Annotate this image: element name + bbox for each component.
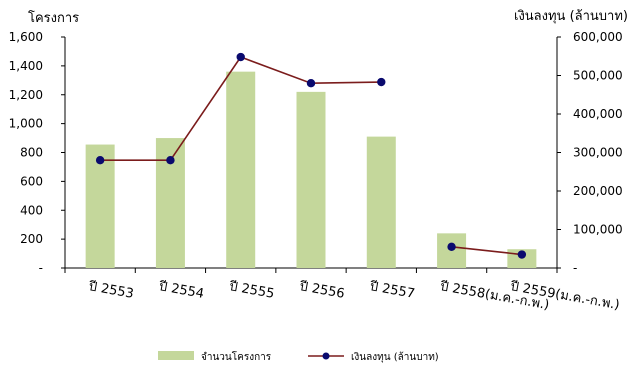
left-tick-label: 1,400	[9, 59, 43, 73]
line-point	[377, 77, 386, 87]
right-tick-label: 400,000	[573, 107, 623, 121]
left-tick-label: 600	[20, 174, 43, 188]
x-tick-label: ปี 2557	[368, 278, 417, 302]
line-point	[447, 242, 456, 252]
left-tick-label: 1,200	[9, 88, 43, 102]
bar-series	[85, 71, 537, 269]
left-tick-label: 1,600	[9, 30, 43, 44]
line-series	[95, 52, 527, 259]
x-tick-label: ปี 2553	[86, 278, 135, 302]
legend-label: เงินลงทุน (ล้านบาท)	[351, 351, 439, 363]
left-axis-title: โครงการ	[28, 10, 79, 26]
right-tick-label: 300,000	[573, 146, 623, 160]
right-tick-label: 600,000	[573, 30, 623, 44]
line-point	[95, 156, 105, 165]
right-tick-label: 100,000	[573, 223, 623, 237]
x-tick-label: ปี 2554	[157, 278, 206, 302]
left-tick-label: 200	[20, 232, 43, 246]
left-tick-label: 800	[20, 146, 43, 160]
legend: จำนวนโครงการ เงินลงทุน (ล้านบาท)	[158, 350, 439, 363]
legend-marker	[322, 352, 330, 360]
left-tick-label: 1,000	[9, 117, 43, 131]
bar	[366, 136, 396, 268]
legend-bar-swatch	[158, 351, 194, 360]
line-point	[236, 52, 245, 62]
right-tick-label: 200,000	[573, 184, 623, 198]
left-tick-label: 400	[20, 203, 43, 217]
bar	[85, 144, 115, 268]
legend-label: จำนวนโครงการ	[201, 350, 272, 363]
line-point	[306, 79, 316, 88]
right-tick-label: 500,000	[573, 69, 623, 83]
line-point	[517, 250, 527, 259]
x-tick-label: ปี 2555	[227, 278, 276, 302]
series-line	[451, 246, 522, 256]
left-tick-label: -	[39, 261, 43, 275]
bar	[296, 91, 326, 268]
line-point	[166, 156, 175, 165]
right-tick-label: -	[573, 261, 577, 275]
bar	[226, 71, 256, 269]
right-axis-title: เงินลงทุน (ล้านบาท)	[514, 9, 628, 24]
x-tick-label: ปี 2556	[297, 278, 346, 302]
